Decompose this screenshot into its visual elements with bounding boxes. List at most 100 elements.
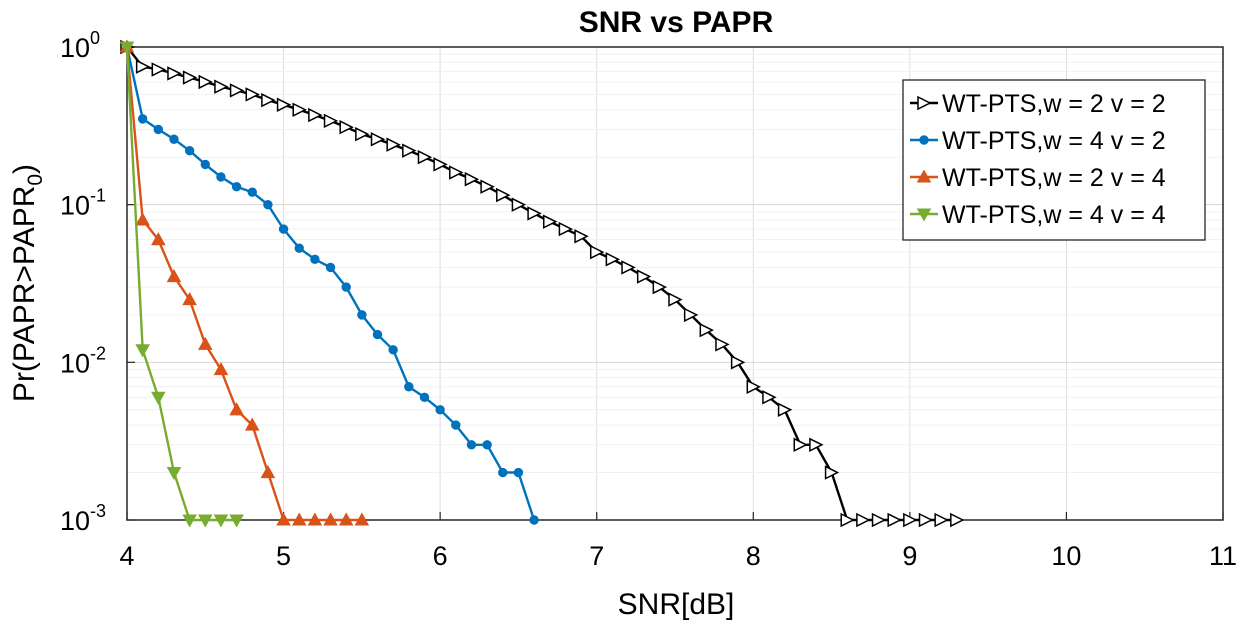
series-3: [119, 39, 370, 526]
data-point: [558, 221, 574, 237]
series-layer: [119, 39, 965, 528]
data-point: [542, 214, 558, 229]
data-point: [244, 417, 260, 431]
data-point: [198, 336, 213, 350]
y-tick-exponent: -1: [90, 186, 106, 206]
y-tick-base: 10: [60, 33, 90, 63]
data-point: [809, 437, 824, 452]
data-point: [260, 464, 276, 479]
data-point: [137, 114, 148, 124]
y-tick-exponent: -2: [90, 343, 106, 363]
data-point: [182, 70, 198, 85]
data-point: [182, 292, 197, 306]
data-point: [683, 307, 699, 323]
data-point: [404, 382, 414, 392]
data-point: [166, 269, 182, 283]
data-point: [950, 512, 965, 528]
x-axis-label: SNR[dB]: [618, 588, 735, 621]
data-point: [777, 402, 793, 418]
data-point: [513, 467, 524, 478]
data-point: [276, 97, 292, 113]
data-point: [527, 206, 542, 221]
data-point: [119, 41, 135, 55]
data-point: [589, 244, 605, 260]
data-point: [903, 512, 918, 528]
data-point: [934, 512, 949, 528]
data-point: [184, 145, 195, 156]
data-point: [153, 124, 164, 135]
series-1: [120, 39, 965, 528]
data-point: [699, 322, 714, 338]
x-tick-label: 9: [902, 541, 917, 571]
data-point: [388, 345, 398, 355]
data-point: [263, 199, 273, 210]
data-point: [621, 260, 636, 275]
legend-label: WT-PTS,w = 4 v = 4: [942, 201, 1166, 229]
data-point: [151, 391, 166, 405]
data-point: [276, 512, 291, 526]
data-point: [451, 420, 461, 430]
data-point: [213, 514, 229, 528]
data-point: [372, 329, 383, 340]
data-point: [354, 512, 370, 526]
data-point: [715, 337, 730, 352]
data-point: [338, 512, 354, 526]
legend-entry: WT-PTS,w = 2 v = 4: [910, 164, 1166, 192]
data-point: [166, 466, 182, 481]
data-point: [529, 515, 539, 525]
data-point: [652, 279, 668, 295]
legend-label: WT-PTS,w = 4 v = 2: [942, 127, 1166, 155]
y-axis-label-close: ): [8, 164, 41, 174]
data-point: [402, 143, 417, 158]
legend-box: [902, 79, 1206, 241]
data-point: [214, 79, 229, 94]
data-point: [370, 132, 386, 147]
data-point: [135, 59, 151, 74]
data-point: [292, 102, 307, 117]
legend-marker: [916, 169, 932, 183]
legend-entry: WT-PTS,w = 2 v = 2: [910, 90, 1166, 118]
y-tick-exponent: 0: [90, 28, 100, 48]
x-tick-label: 5: [276, 541, 291, 571]
series-2: [122, 42, 539, 525]
legend: WT-PTS,w = 2 v = 2 WT-PTS,w = 4 v = 2 WT-P…: [902, 79, 1206, 241]
data-point: [482, 440, 492, 450]
data-point: [198, 74, 213, 90]
data-point: [231, 182, 242, 192]
data-point: [498, 467, 508, 478]
data-point: [918, 512, 934, 528]
data-point: [169, 134, 179, 144]
legend-label: WT-PTS,w = 2 v = 4: [942, 164, 1166, 192]
y-tick-label: 10-2: [60, 343, 106, 378]
y-tick-label: 10-3: [60, 501, 106, 536]
data-point: [229, 83, 245, 98]
legend-marker: [917, 95, 932, 111]
legend-entry: WT-PTS,w = 4 v = 2: [910, 127, 1166, 155]
data-point: [151, 62, 166, 77]
data-point: [198, 514, 213, 528]
y-tick-exponent: -3: [90, 501, 106, 521]
series-line: [126, 46, 957, 522]
data-point: [135, 212, 150, 226]
legend-marker: [916, 208, 932, 222]
y-tick-base: 10: [60, 191, 90, 221]
data-point: [357, 310, 367, 320]
data-point: [310, 254, 320, 265]
data-point: [323, 113, 339, 129]
x-tick-label: 7: [589, 541, 604, 571]
data-point: [200, 159, 210, 170]
data-point: [294, 243, 304, 253]
data-point: [730, 355, 746, 370]
data-point: [216, 172, 226, 182]
data-point: [308, 107, 323, 123]
data-point: [325, 262, 336, 273]
data-point: [339, 119, 354, 135]
y-tick-label: 10-1: [60, 186, 106, 221]
data-point: [840, 512, 855, 528]
y-tick-base: 10: [60, 348, 90, 378]
data-point: [871, 512, 887, 528]
data-point: [746, 379, 761, 394]
